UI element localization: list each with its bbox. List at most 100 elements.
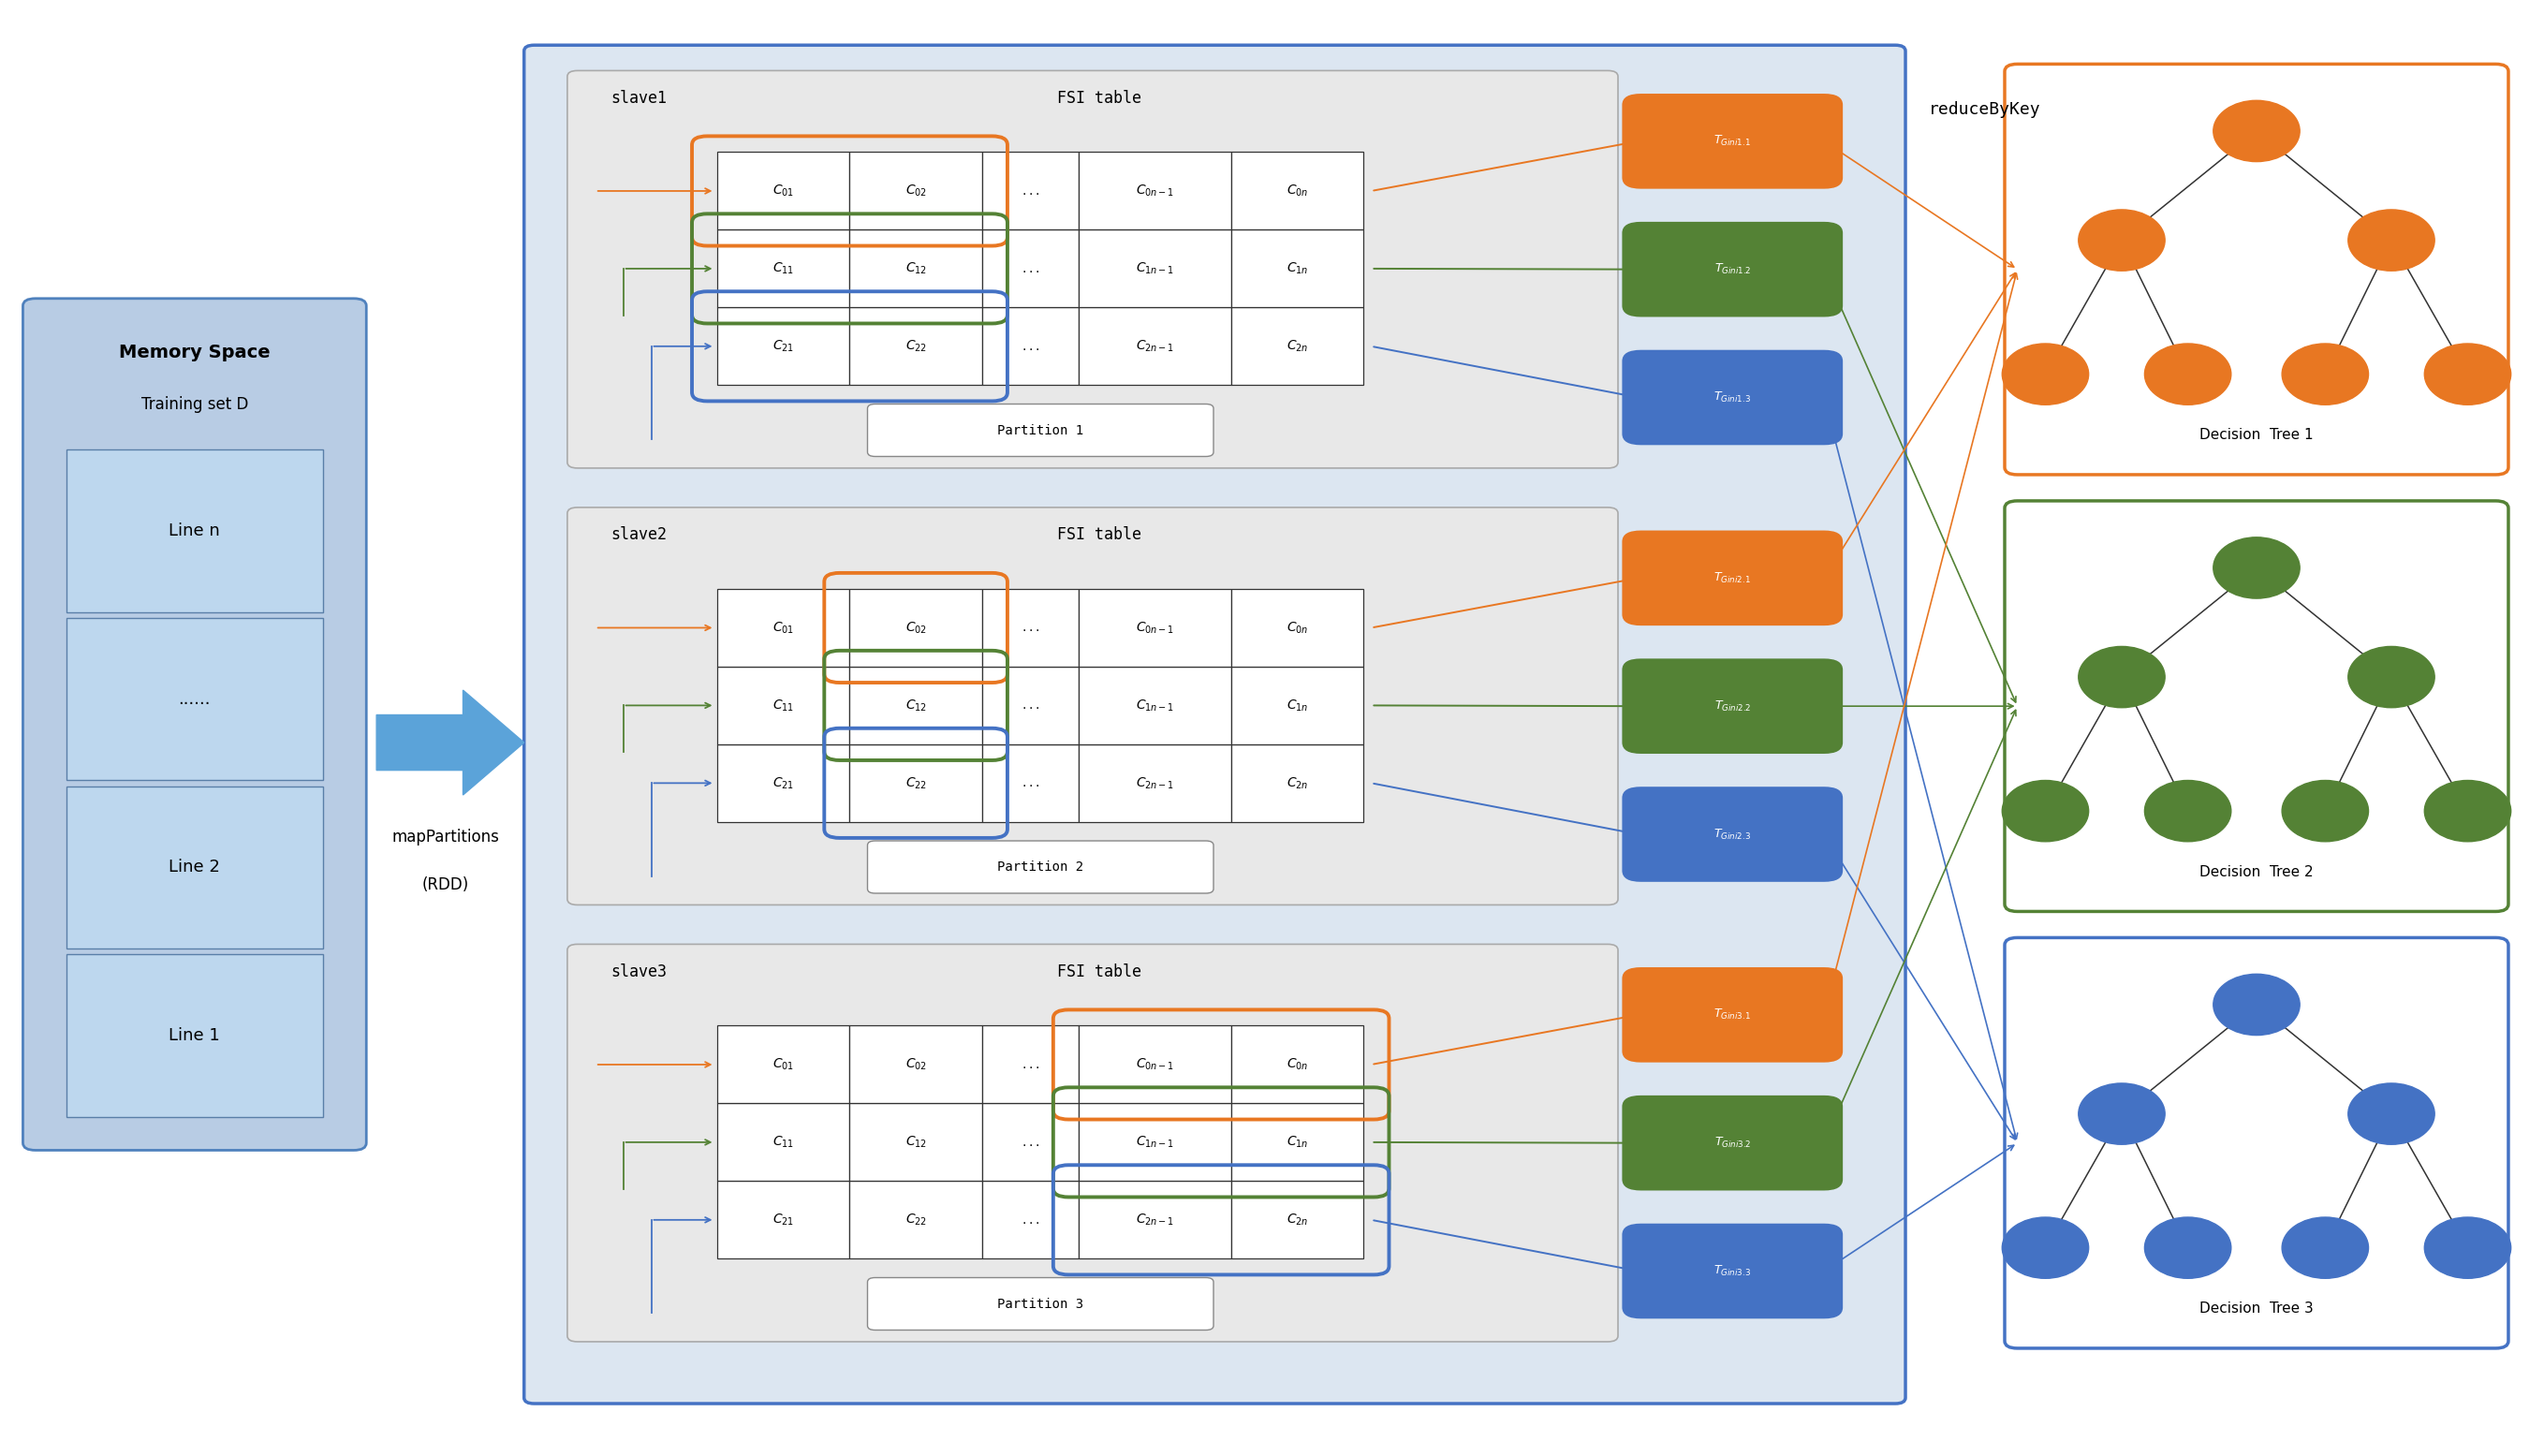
Text: $...$: $...$ <box>1020 185 1040 198</box>
Text: ......: ...... <box>178 690 211 708</box>
Text: slave2: slave2 <box>611 527 667 543</box>
Text: Training set D: Training set D <box>140 396 249 414</box>
Bar <box>982 1026 1079 1104</box>
Text: $C_{1n}$: $C_{1n}$ <box>1287 1134 1308 1150</box>
Bar <box>1079 744 1231 821</box>
Text: FSI table: FSI table <box>1056 964 1142 980</box>
Bar <box>717 307 850 386</box>
FancyBboxPatch shape <box>2005 64 2508 475</box>
Text: mapPartitions: mapPartitions <box>392 828 499 846</box>
Text: $\it{T_{Gini2.1}}$: $\it{T_{Gini2.1}}$ <box>1715 571 1750 585</box>
Text: $\it{T_{Gini1.3}}$: $\it{T_{Gini1.3}}$ <box>1715 390 1750 405</box>
Bar <box>1079 1104 1231 1181</box>
Bar <box>1079 307 1231 386</box>
Text: reduceByKey: reduceByKey <box>1928 100 2040 118</box>
Text: $C_{01}$: $C_{01}$ <box>773 620 794 635</box>
Text: $C_{2n}$: $C_{2n}$ <box>1287 1213 1308 1227</box>
Bar <box>850 151 982 230</box>
Text: Partition 1: Partition 1 <box>997 424 1084 437</box>
Text: $C_{01}$: $C_{01}$ <box>773 1057 794 1072</box>
Bar <box>982 307 1079 386</box>
FancyBboxPatch shape <box>1623 223 1842 316</box>
Text: Partition 2: Partition 2 <box>997 860 1084 874</box>
FancyBboxPatch shape <box>1623 531 1842 625</box>
Bar <box>982 1104 1079 1181</box>
Ellipse shape <box>2002 1217 2089 1278</box>
Bar <box>66 786 323 949</box>
Text: $...$: $...$ <box>1020 699 1040 712</box>
Bar <box>1231 1026 1364 1104</box>
Bar <box>1079 230 1231 307</box>
Text: $\it{T_{Gini1.2}}$: $\it{T_{Gini1.2}}$ <box>1715 262 1750 277</box>
Bar <box>1231 667 1364 744</box>
Bar <box>1079 667 1231 744</box>
Bar <box>850 1026 982 1104</box>
Bar <box>717 590 850 667</box>
Text: $...$: $...$ <box>1020 1136 1040 1149</box>
FancyBboxPatch shape <box>524 45 1905 1404</box>
Text: $C_{2n}$: $C_{2n}$ <box>1287 339 1308 354</box>
Text: $C_{12}$: $C_{12}$ <box>906 1134 926 1150</box>
Text: $C_{2n-1}$: $C_{2n-1}$ <box>1135 339 1175 354</box>
Ellipse shape <box>2424 780 2511 842</box>
Text: $C_{02}$: $C_{02}$ <box>906 620 926 635</box>
Bar <box>1231 307 1364 386</box>
Bar <box>717 151 850 230</box>
Text: $...$: $...$ <box>1020 262 1040 275</box>
Bar <box>982 1181 1079 1258</box>
Text: $C_{11}$: $C_{11}$ <box>773 1134 794 1150</box>
FancyBboxPatch shape <box>1623 1096 1842 1190</box>
Text: $C_{22}$: $C_{22}$ <box>906 1213 926 1227</box>
Text: (RDD): (RDD) <box>422 877 468 894</box>
Bar <box>850 1104 982 1181</box>
FancyBboxPatch shape <box>1623 788 1842 881</box>
FancyBboxPatch shape <box>1623 1224 1842 1318</box>
Text: $C_{2n-1}$: $C_{2n-1}$ <box>1135 1213 1175 1227</box>
Bar <box>850 667 982 744</box>
Text: $C_{11}$: $C_{11}$ <box>773 697 794 713</box>
Ellipse shape <box>2282 344 2368 405</box>
Bar <box>1231 1181 1364 1258</box>
FancyBboxPatch shape <box>2005 501 2508 911</box>
Bar <box>982 230 1079 307</box>
Bar <box>66 619 323 780</box>
Ellipse shape <box>2282 1217 2368 1278</box>
Text: $C_{21}$: $C_{21}$ <box>773 776 794 791</box>
Bar <box>1231 1104 1364 1181</box>
FancyBboxPatch shape <box>1623 968 1842 1061</box>
Text: $...$: $...$ <box>1020 776 1040 789</box>
Text: $C_{1n}$: $C_{1n}$ <box>1287 261 1308 277</box>
Text: $C_{21}$: $C_{21}$ <box>773 1213 794 1227</box>
Ellipse shape <box>2348 646 2435 708</box>
Text: FSI table: FSI table <box>1056 527 1142 543</box>
Bar <box>717 230 850 307</box>
Bar <box>982 590 1079 667</box>
Text: $\it{T_{Gini3.2}}$: $\it{T_{Gini3.2}}$ <box>1715 1136 1750 1150</box>
Bar <box>1079 590 1231 667</box>
Text: slave1: slave1 <box>611 90 667 106</box>
Text: $...$: $...$ <box>1020 1213 1040 1226</box>
Text: Line 2: Line 2 <box>168 859 221 877</box>
Ellipse shape <box>2282 780 2368 842</box>
Ellipse shape <box>2078 1083 2165 1144</box>
Text: $\it{T_{Gini1.1}}$: $\it{T_{Gini1.1}}$ <box>1715 134 1750 149</box>
Text: $\it{T_{Gini2.3}}$: $\it{T_{Gini2.3}}$ <box>1715 827 1750 842</box>
Text: $\it{T_{Gini2.2}}$: $\it{T_{Gini2.2}}$ <box>1715 699 1750 713</box>
Text: $C_{11}$: $C_{11}$ <box>773 261 794 277</box>
Text: $\it{T_{Gini3.1}}$: $\it{T_{Gini3.1}}$ <box>1715 1008 1750 1022</box>
Text: $C_{02}$: $C_{02}$ <box>906 1057 926 1072</box>
Ellipse shape <box>2213 537 2300 598</box>
Text: $C_{22}$: $C_{22}$ <box>906 339 926 354</box>
Text: $...$: $...$ <box>1020 339 1040 352</box>
Ellipse shape <box>2145 344 2231 405</box>
Text: Decision  Tree 1: Decision Tree 1 <box>2201 428 2312 443</box>
Text: $C_{1n-1}$: $C_{1n-1}$ <box>1135 1134 1175 1150</box>
Text: $C_{12}$: $C_{12}$ <box>906 261 926 277</box>
Text: $C_{0n-1}$: $C_{0n-1}$ <box>1135 183 1175 198</box>
FancyArrow shape <box>377 690 524 795</box>
FancyBboxPatch shape <box>1623 660 1842 753</box>
Text: $C_{01}$: $C_{01}$ <box>773 183 794 198</box>
Text: Decision  Tree 3: Decision Tree 3 <box>2201 1302 2312 1316</box>
FancyBboxPatch shape <box>1623 351 1842 444</box>
Bar <box>66 450 323 613</box>
